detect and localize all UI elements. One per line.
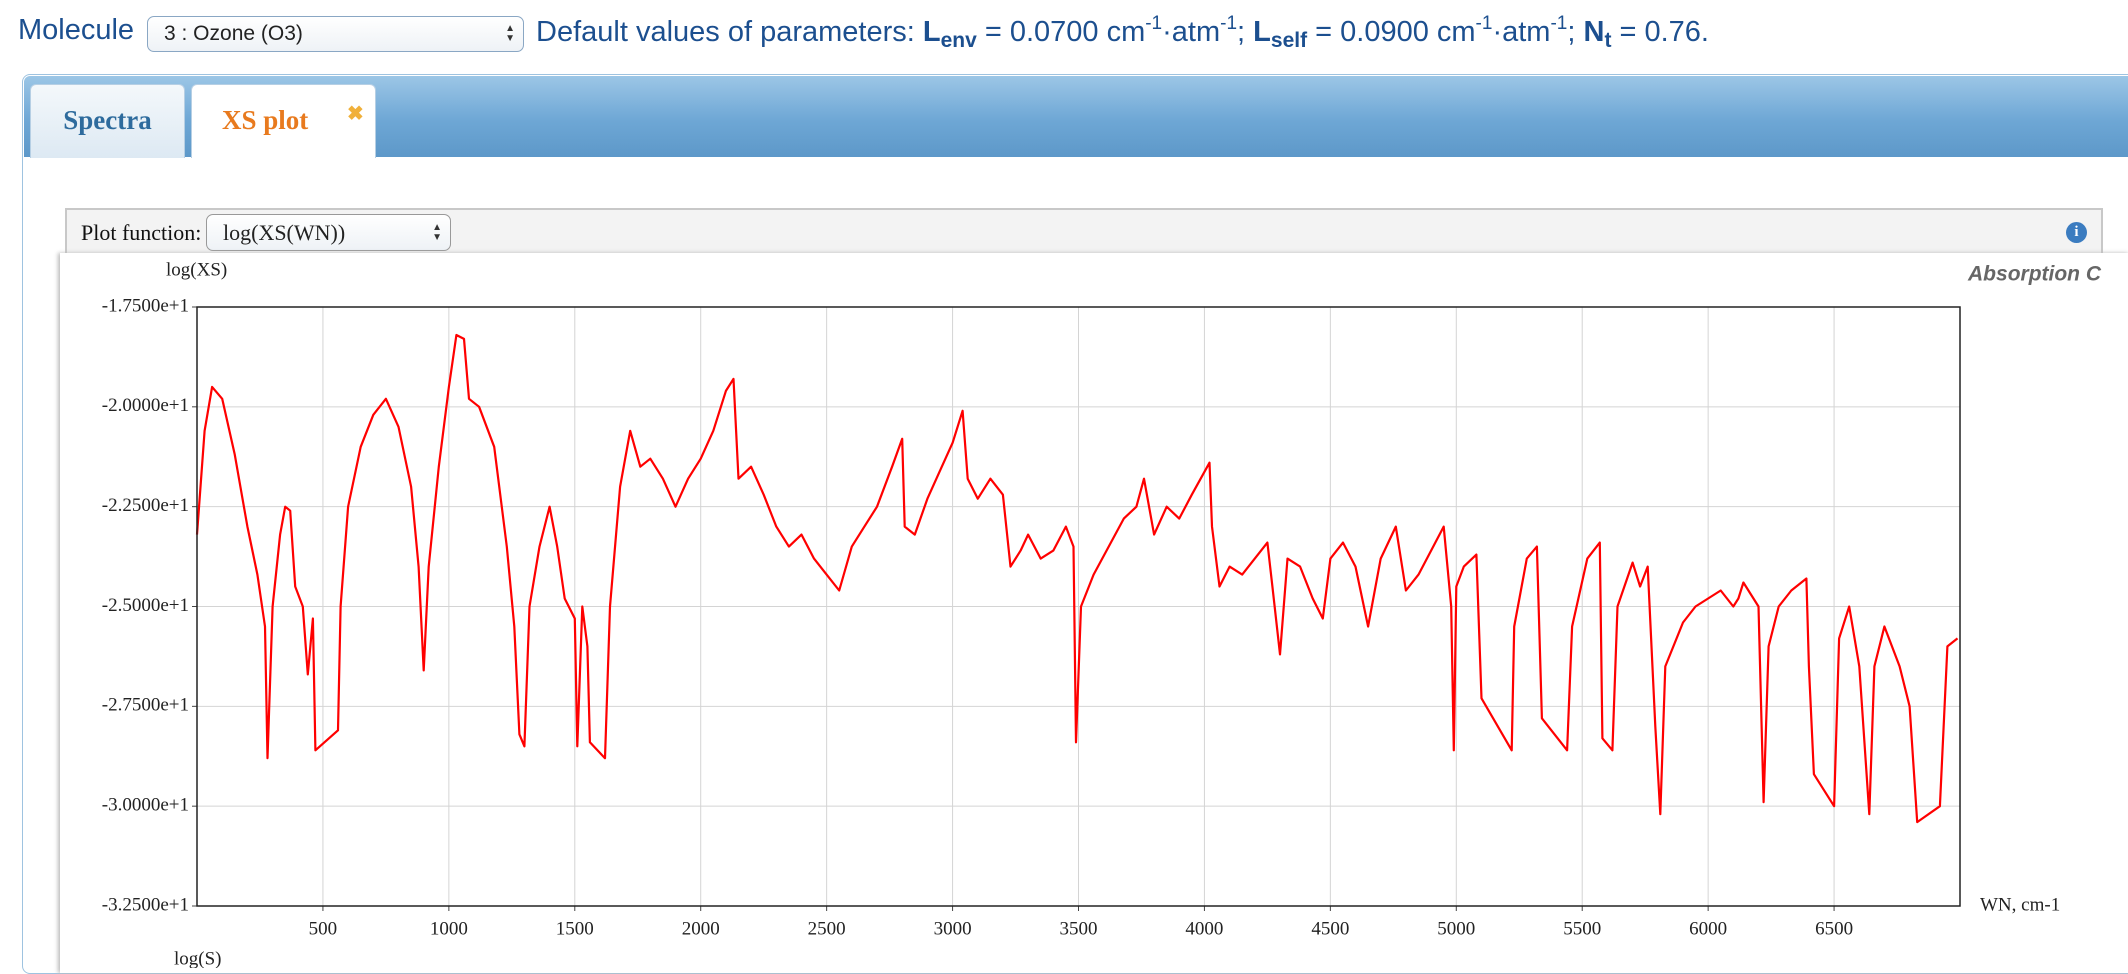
- y-tick-label: -3.2500e+1: [102, 894, 189, 915]
- molecule-label: Molecule: [18, 14, 135, 46]
- parameters-text: Default values of parameters: Lenv = 0.0…: [536, 13, 1709, 53]
- superscript: -1: [1550, 13, 1568, 34]
- chart-title: Absorption C: [1967, 263, 2102, 286]
- tab-label: XS plot: [222, 105, 309, 135]
- subscript: env: [940, 29, 977, 52]
- x-axis-label: WN, cm-1: [1980, 894, 2060, 915]
- x-tick-label: 2000: [682, 918, 720, 939]
- superscript: -1: [1220, 13, 1238, 34]
- x-tick-label: 1000: [430, 918, 468, 939]
- chart: Absorption C log(XS) WN, cm-1 log(S) -1.…: [102, 259, 2102, 969]
- plot-function-bar: Plot function: log(XS(WN)) ▲ ▼: [65, 208, 2103, 255]
- header: Molecule 3 : Ozone (O3) ▲ ▼ Default values…: [0, 0, 2128, 66]
- y-tick-label: -2.0000e+1: [102, 395, 189, 416]
- y-tick-label: -2.2500e+1: [102, 495, 189, 516]
- x-tick-label: 4000: [1185, 918, 1223, 939]
- x-tick-label: 6500: [1815, 918, 1853, 939]
- plot-frame: [196, 306, 1961, 907]
- molecule-select[interactable]: 3 : Ozone (O3) ▲ ▼: [147, 16, 524, 52]
- tab-active[interactable]: XS plot ✖: [191, 84, 376, 158]
- x-tick-label: 6000: [1689, 918, 1727, 939]
- x-tick-label: 2500: [808, 918, 846, 939]
- tab[interactable]: Spectra: [30, 84, 185, 158]
- close-icon[interactable]: ✖: [347, 103, 364, 125]
- x-tick-label: 500: [309, 918, 338, 939]
- y-axis-label: log(XS): [166, 259, 227, 280]
- select-arrows: ▲ ▼: [505, 23, 515, 44]
- data-line: [195, 333, 1959, 824]
- text: ;: [1567, 16, 1584, 48]
- superscript: -1: [1475, 13, 1493, 34]
- plot-function-value: log(XS(WN)): [223, 220, 346, 245]
- text: ·atm: [1162, 16, 1221, 48]
- x-tick-label: 3500: [1060, 918, 1098, 939]
- y-tick-label: -2.5000e+1: [102, 595, 189, 616]
- text: = 0.76.: [1611, 16, 1709, 48]
- superscript: -1: [1145, 13, 1163, 34]
- text: ;: [1237, 16, 1254, 48]
- x-tick-label: 4500: [1311, 918, 1349, 939]
- y-tick-label: -1.7500e+1: [102, 295, 189, 316]
- plot-function-label: Plot function:: [81, 220, 202, 245]
- subscript: self: [1270, 29, 1308, 52]
- molecule-value: 3 : Ozone (O3): [164, 22, 303, 45]
- y-tick-label: -3.0000e+1: [102, 795, 189, 816]
- text: Default values of parameters:: [536, 16, 923, 48]
- subscript: t: [1604, 29, 1612, 52]
- x-tick-label: 5500: [1563, 918, 1601, 939]
- symbol: L: [1253, 16, 1271, 48]
- plot-function-select[interactable]: log(XS(WN)) ▲ ▼: [206, 214, 451, 251]
- info-icon[interactable]: i: [2066, 222, 2087, 243]
- text: = 0.0900 cm: [1307, 16, 1476, 48]
- x-tick-label: 1500: [556, 918, 594, 939]
- symbol: N: [1583, 16, 1605, 48]
- symbol: L: [922, 16, 941, 48]
- text: = 0.0700 cm: [976, 16, 1146, 48]
- select-arrows: ▲ ▼: [432, 221, 442, 243]
- text: ·atm: [1492, 16, 1551, 48]
- panel-label: log(S): [174, 948, 222, 968]
- x-tick-label: 3000: [934, 918, 972, 939]
- chart-box: Absorption C log(XS) WN, cm-1 log(S) -1.…: [60, 253, 2128, 973]
- tab-label: Spectra: [63, 105, 152, 135]
- x-tick-label: 5000: [1437, 918, 1475, 939]
- y-tick-label: -2.7500e+1: [102, 695, 189, 716]
